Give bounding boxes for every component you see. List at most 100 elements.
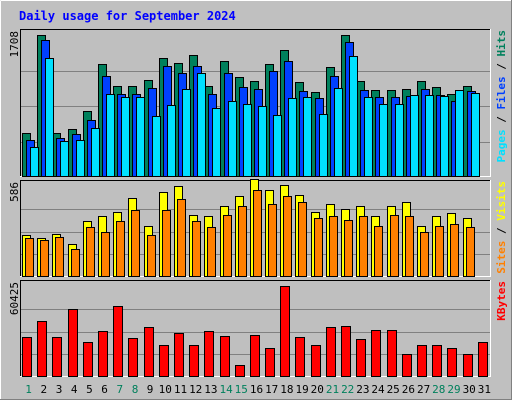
x-tick-label: 10 bbox=[159, 383, 172, 396]
bar-pages-day-6 bbox=[106, 94, 115, 177]
bar-sites-day-4 bbox=[71, 249, 80, 277]
bar-sites-day-22 bbox=[344, 220, 353, 277]
legend-visits: Visits bbox=[495, 181, 508, 221]
bar-pages-day-1 bbox=[30, 147, 39, 177]
bar-sites-day-5 bbox=[86, 227, 95, 277]
x-tick-label: 17 bbox=[265, 383, 278, 396]
bar-sites-day-7 bbox=[116, 221, 125, 277]
bar-kbytes-day-24 bbox=[371, 330, 381, 377]
legend-files: Files bbox=[495, 76, 508, 109]
x-tick-label: 25 bbox=[387, 383, 400, 396]
bar-sites-day-26 bbox=[405, 216, 414, 277]
bar-sites-day-30 bbox=[466, 227, 475, 277]
bar-pages-day-16 bbox=[258, 106, 267, 177]
bar-sites-day-20 bbox=[314, 218, 323, 277]
bar-pages-day-20 bbox=[319, 114, 328, 177]
legend: Pages / Files / Hits bbox=[495, 30, 508, 163]
series-pages bbox=[30, 56, 480, 177]
x-tick-label: 30 bbox=[463, 383, 476, 396]
x-tick-label: 14 bbox=[219, 383, 233, 396]
bar-pages-day-15 bbox=[243, 104, 252, 177]
x-tick-label: 3 bbox=[56, 383, 63, 396]
bar-pages-day-18 bbox=[288, 98, 297, 177]
legend: Sites / Visits bbox=[495, 181, 508, 274]
panel-visits_sites: 586 Sites / Visits bbox=[8, 179, 508, 277]
bar-pages-day-24 bbox=[379, 104, 388, 177]
bar-kbytes-day-4 bbox=[68, 309, 78, 377]
bar-pages-day-26 bbox=[410, 95, 419, 177]
x-tick-label: 18 bbox=[280, 383, 293, 396]
panel-kbytes: 60425 KBytes bbox=[8, 280, 508, 377]
bar-sites-day-10 bbox=[162, 210, 171, 277]
panel-hits_files_pages: 1708 Pages / Files / Hits bbox=[8, 29, 508, 177]
bar-pages-day-14 bbox=[228, 101, 237, 177]
bar-pages-day-8 bbox=[136, 97, 145, 177]
bar-sites-day-29 bbox=[450, 224, 459, 277]
bar-sites-day-12 bbox=[192, 221, 201, 277]
x-tick-label: 11 bbox=[174, 383, 187, 396]
bar-sites-day-17 bbox=[268, 204, 277, 277]
bar-sites-day-21 bbox=[329, 216, 338, 277]
bar-sites-day-23 bbox=[359, 216, 368, 277]
bar-kbytes-day-28 bbox=[432, 345, 442, 377]
chart-title: Daily usage for September 2024 bbox=[19, 9, 236, 23]
bar-kbytes-day-9 bbox=[144, 327, 154, 377]
bar-sites-day-16 bbox=[253, 190, 262, 277]
series-sites bbox=[25, 190, 475, 277]
bar-kbytes-day-11 bbox=[174, 333, 184, 377]
bar-kbytes-day-14 bbox=[220, 336, 230, 377]
y-max-label: 586 bbox=[8, 182, 21, 202]
chart-panels: 1708 Pages / Files / Hits 586 Sites / Visit… bbox=[8, 29, 508, 377]
bar-pages-day-9 bbox=[152, 116, 161, 177]
bar-sites-day-9 bbox=[147, 235, 156, 277]
x-tick-label: 29 bbox=[447, 383, 460, 396]
bar-pages-day-3 bbox=[60, 141, 69, 177]
series-kbytes bbox=[22, 286, 488, 377]
bar-kbytes-day-21 bbox=[326, 327, 336, 377]
bar-kbytes-day-2 bbox=[37, 321, 47, 377]
bar-kbytes-day-12 bbox=[189, 345, 199, 377]
y-max-label: 1708 bbox=[8, 31, 21, 58]
bar-pages-day-25 bbox=[395, 104, 404, 177]
x-tick-label: 2 bbox=[40, 383, 47, 396]
bar-pages-day-2 bbox=[45, 58, 54, 177]
legend-separator: / bbox=[495, 110, 508, 130]
bar-pages-day-19 bbox=[303, 97, 312, 177]
bar-kbytes-day-19 bbox=[295, 337, 305, 377]
legend-sites: Sites bbox=[495, 241, 508, 274]
bar-kbytes-day-6 bbox=[98, 331, 108, 377]
bar-pages-day-11 bbox=[182, 89, 191, 177]
bar-pages-day-27 bbox=[425, 95, 434, 177]
x-tick-label: 24 bbox=[371, 383, 385, 396]
bar-kbytes-day-13 bbox=[204, 331, 214, 377]
bar-sites-day-3 bbox=[55, 237, 64, 277]
x-tick-label: 12 bbox=[189, 383, 202, 396]
bar-kbytes-day-16 bbox=[250, 335, 260, 377]
bar-pages-day-23 bbox=[364, 97, 373, 177]
x-tick-label: 19 bbox=[295, 383, 308, 396]
legend-hits: Hits bbox=[495, 30, 508, 57]
x-tick-label: 1 bbox=[25, 383, 32, 396]
x-axis-labels: 1 2 3 4 5 6 7 8 9 10 11 12 13 14 15 16 17 18 19 20 21 22 23 24 2… bbox=[25, 383, 491, 396]
legend: KBytes bbox=[495, 281, 508, 321]
bar-kbytes-day-30 bbox=[463, 354, 473, 377]
bar-sites-day-6 bbox=[101, 232, 110, 277]
bar-kbytes-day-27 bbox=[417, 345, 427, 377]
x-tick-label: 21 bbox=[326, 383, 339, 396]
bar-kbytes-day-26 bbox=[402, 354, 412, 377]
y-max-label: 60425 bbox=[8, 282, 21, 315]
x-tick-label: 8 bbox=[132, 383, 139, 396]
legend-separator: / bbox=[495, 221, 508, 241]
bar-pages-day-17 bbox=[273, 115, 282, 177]
bar-pages-day-29 bbox=[455, 90, 464, 177]
bar-pages-day-13 bbox=[212, 108, 221, 177]
bar-kbytes-day-5 bbox=[83, 342, 93, 377]
bar-kbytes-day-15 bbox=[235, 365, 245, 377]
x-tick-label: 26 bbox=[402, 383, 415, 396]
bar-kbytes-day-23 bbox=[356, 339, 366, 377]
x-tick-label: 20 bbox=[311, 383, 324, 396]
x-tick-label: 23 bbox=[356, 383, 369, 396]
x-tick-label: 5 bbox=[86, 383, 93, 396]
bar-sites-day-27 bbox=[420, 232, 429, 277]
bar-pages-day-12 bbox=[197, 73, 206, 177]
